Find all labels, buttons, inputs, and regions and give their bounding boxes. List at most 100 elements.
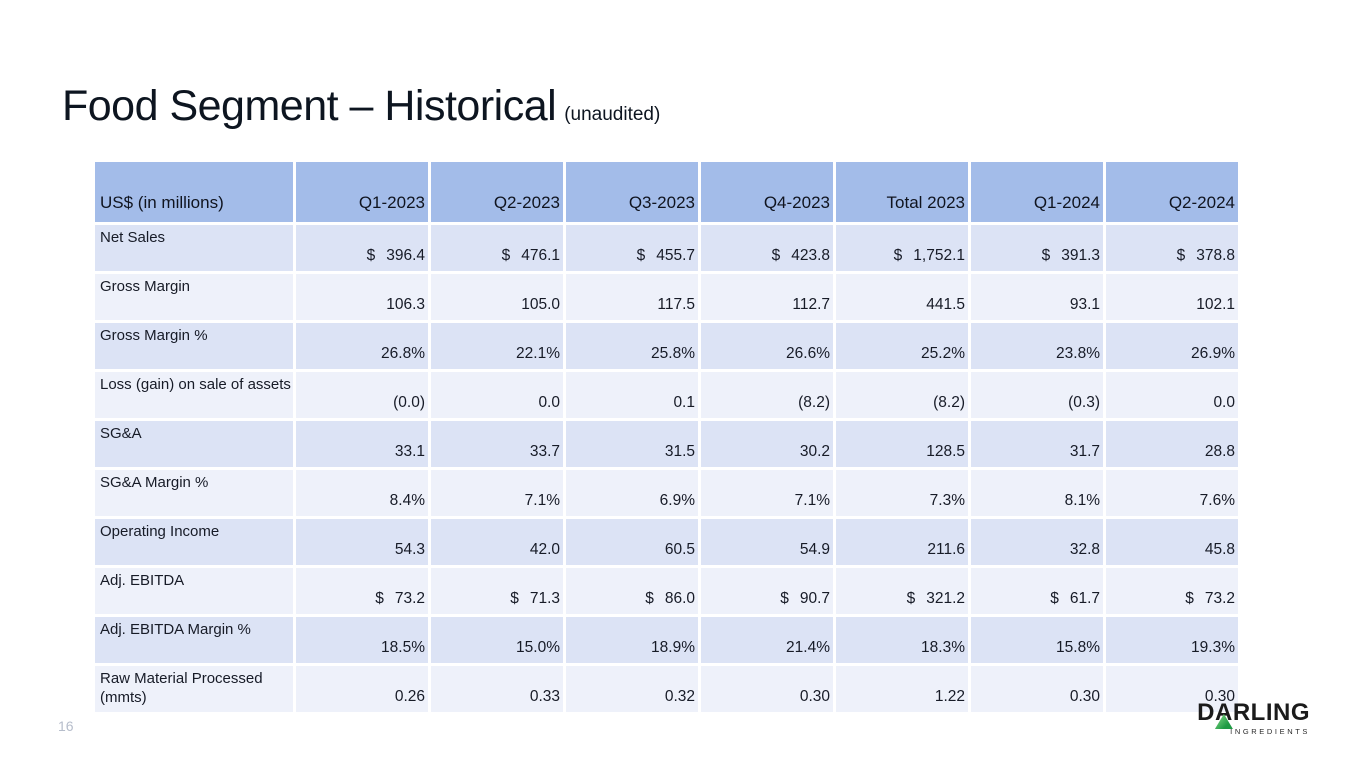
table-row: Loss (gain) on sale of assets (0.0) 0.0 0.1… bbox=[95, 372, 1238, 418]
currency-symbol: $ bbox=[375, 590, 384, 607]
cell-value: 22.1% bbox=[431, 323, 563, 369]
cell-value: 105.0 bbox=[431, 274, 563, 320]
cell-value: $423.8 bbox=[701, 225, 833, 271]
table-row: Gross Margin % 26.8% 22.1% 25.8% 26.6% 25.2% 2… bbox=[95, 323, 1238, 369]
table-row: SG&A 33.1 33.7 31.5 30.2 128.5 31.7 28.8 bbox=[95, 421, 1238, 467]
currency-symbol: $ bbox=[366, 247, 376, 264]
table-row: Net Sales $396.4 $476.1 $455.7 $423.8 $1,752.… bbox=[95, 225, 1238, 271]
cell-value: $90.7 bbox=[701, 568, 833, 614]
cell-value: 128.5 bbox=[836, 421, 968, 467]
cell-value: 33.1 bbox=[296, 421, 428, 467]
cell-value: 30.2 bbox=[701, 421, 833, 467]
cell-value: 60.5 bbox=[566, 519, 698, 565]
column-header-q2-2023: Q2-2023 bbox=[431, 162, 563, 222]
cell-value: 1.22 bbox=[836, 666, 968, 712]
financial-table: US$ (in millions) Q1-2023 Q2-2023 Q3-202… bbox=[92, 159, 1241, 715]
cell-value: 25.2% bbox=[836, 323, 968, 369]
cell-value: 0.30 bbox=[701, 666, 833, 712]
cell-value: 26.6% bbox=[701, 323, 833, 369]
cell-value: 102.1 bbox=[1106, 274, 1238, 320]
row-label: SG&A Margin % bbox=[95, 470, 293, 516]
cell-value: 0.30 bbox=[1106, 666, 1238, 712]
table-row: Adj. EBITDA $73.2 $71.3 $86.0 $90.7 $321.2 $61… bbox=[95, 568, 1238, 614]
cell-value: 106.3 bbox=[296, 274, 428, 320]
currency-symbol: $ bbox=[501, 247, 511, 264]
table-row: Operating Income 54.3 42.0 60.5 54.9 211.6 32.… bbox=[95, 519, 1238, 565]
cell-value: $455.7 bbox=[566, 225, 698, 271]
currency-symbol: $ bbox=[780, 590, 789, 607]
cell-value: $1,752.1 bbox=[836, 225, 968, 271]
column-header-total-2023: Total 2023 bbox=[836, 162, 968, 222]
cell-value: 117.5 bbox=[566, 274, 698, 320]
cell-value: 54.3 bbox=[296, 519, 428, 565]
column-header-q1-2024: Q1-2024 bbox=[971, 162, 1103, 222]
cell-value: 15.8% bbox=[971, 617, 1103, 663]
cell-value: $61.7 bbox=[971, 568, 1103, 614]
currency-symbol: $ bbox=[1185, 590, 1194, 607]
cell-value: 18.5% bbox=[296, 617, 428, 663]
cell-value: 0.26 bbox=[296, 666, 428, 712]
logo-subtext: INGREDIENTS bbox=[1230, 727, 1310, 736]
cell-value: 25.8% bbox=[566, 323, 698, 369]
cell-value: (0.0) bbox=[296, 372, 428, 418]
cell-value: 54.9 bbox=[701, 519, 833, 565]
table-row: Gross Margin 106.3 105.0 117.5 112.7 441.5 93.… bbox=[95, 274, 1238, 320]
table-header-row: US$ (in millions) Q1-2023 Q2-2023 Q3-202… bbox=[95, 162, 1238, 222]
logo-letter-a: A bbox=[1214, 701, 1233, 729]
cell-value: (0.3) bbox=[971, 372, 1103, 418]
page-title-text: Food Segment – Historical bbox=[62, 82, 557, 130]
cell-value: $86.0 bbox=[566, 568, 698, 614]
cell-value: 6.9% bbox=[566, 470, 698, 516]
cell-value: 19.3% bbox=[1106, 617, 1238, 663]
cell-value: (8.2) bbox=[701, 372, 833, 418]
cell-value: $73.2 bbox=[296, 568, 428, 614]
cell-value: (8.2) bbox=[836, 372, 968, 418]
logo-wordmark: DA RLING bbox=[1188, 699, 1310, 729]
cell-value: 31.5 bbox=[566, 421, 698, 467]
cell-value: 441.5 bbox=[836, 274, 968, 320]
cell-value: $71.3 bbox=[431, 568, 563, 614]
cell-value: 28.8 bbox=[1106, 421, 1238, 467]
currency-symbol: $ bbox=[893, 247, 903, 264]
cell-value: 45.8 bbox=[1106, 519, 1238, 565]
currency-symbol: $ bbox=[1176, 247, 1186, 264]
cell-value: 18.3% bbox=[836, 617, 968, 663]
column-header-metric: US$ (in millions) bbox=[95, 162, 293, 222]
cell-value: 0.32 bbox=[566, 666, 698, 712]
cell-value: 7.1% bbox=[701, 470, 833, 516]
cell-value: 26.9% bbox=[1106, 323, 1238, 369]
currency-symbol: $ bbox=[1050, 590, 1059, 607]
cell-value: 0.1 bbox=[566, 372, 698, 418]
cell-value: 18.9% bbox=[566, 617, 698, 663]
cell-value: $391.3 bbox=[971, 225, 1103, 271]
logo-word-pre: D bbox=[1197, 699, 1215, 726]
table-row: Adj. EBITDA Margin % 18.5% 15.0% 18.9% 21.4%… bbox=[95, 617, 1238, 663]
row-label: Operating Income bbox=[95, 519, 293, 565]
currency-symbol: $ bbox=[1041, 247, 1051, 264]
cell-value: 112.7 bbox=[701, 274, 833, 320]
currency-symbol: $ bbox=[636, 247, 646, 264]
cell-value: 7.3% bbox=[836, 470, 968, 516]
cell-value: 0.0 bbox=[1106, 372, 1238, 418]
row-label: Gross Margin % bbox=[95, 323, 293, 369]
row-label: Gross Margin bbox=[95, 274, 293, 320]
row-label: Adj. EBITDA bbox=[95, 568, 293, 614]
cell-value: $476.1 bbox=[431, 225, 563, 271]
logo-word-post: RLING bbox=[1232, 699, 1310, 726]
table-row: SG&A Margin % 8.4% 7.1% 6.9% 7.1% 7.3% 8.1% 7.6… bbox=[95, 470, 1238, 516]
cell-value: 8.4% bbox=[296, 470, 428, 516]
table-row: Raw Material Processed (mmts) 0.26 0.33 0.3… bbox=[95, 666, 1238, 712]
cell-value: 0.30 bbox=[971, 666, 1103, 712]
cell-value: 0.33 bbox=[431, 666, 563, 712]
cell-value: 0.0 bbox=[431, 372, 563, 418]
column-header-q2-2024: Q2-2024 bbox=[1106, 162, 1238, 222]
page-number: 16 bbox=[58, 718, 74, 734]
cell-value: $378.8 bbox=[1106, 225, 1238, 271]
currency-symbol: $ bbox=[510, 590, 519, 607]
cell-value: $396.4 bbox=[296, 225, 428, 271]
cell-value: 42.0 bbox=[431, 519, 563, 565]
cell-value: 31.7 bbox=[971, 421, 1103, 467]
row-label: Loss (gain) on sale of assets bbox=[95, 372, 293, 418]
currency-symbol: $ bbox=[906, 590, 916, 607]
